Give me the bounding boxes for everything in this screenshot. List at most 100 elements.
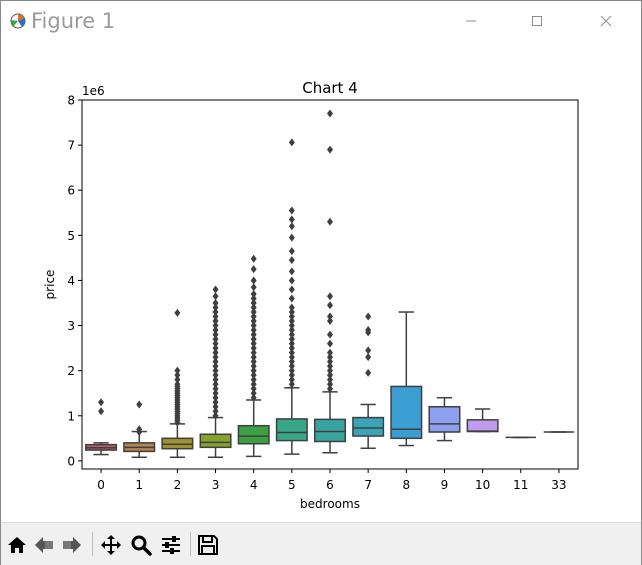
y-tick-label: 6 (67, 184, 75, 198)
outlier-point (212, 298, 219, 307)
figure-canvas[interactable]: Chart 4 1e6 price bedrooms 0 1 2 3 4 5 6 7 8 0 1 2 3… (1, 41, 641, 521)
outlier-point (250, 371, 257, 380)
outlier-point (365, 312, 372, 321)
outlier-point (288, 357, 295, 366)
outlier-point (212, 353, 219, 362)
outlier-point (212, 402, 219, 411)
close-button[interactable] (591, 9, 621, 35)
outlier-point (327, 371, 333, 380)
x-tick-label: 8 (402, 478, 410, 492)
outlier-point (327, 339, 333, 348)
outlier-point (327, 217, 333, 226)
x-tick-label: 5 (288, 478, 296, 492)
y-tick-label: 4 (67, 274, 75, 288)
outlier-point (212, 380, 219, 389)
outlier-point (365, 326, 372, 335)
x-tick-label: 1 (135, 478, 143, 492)
outlier-point (327, 109, 333, 118)
configure-subplots-button[interactable] (159, 533, 183, 557)
box-4 (237, 254, 270, 458)
outlier-point (327, 366, 333, 375)
outlier-point (212, 292, 219, 301)
close-icon (600, 15, 612, 27)
zoom-button[interactable] (129, 533, 153, 557)
maximize-button[interactable] (522, 9, 552, 35)
outlier-point (365, 353, 372, 362)
outlier-point (212, 393, 219, 402)
minimize-button[interactable] (456, 9, 486, 35)
back-button[interactable] (32, 533, 56, 557)
y-tick-label: 1 (67, 409, 75, 423)
x-tick-label: 7 (364, 478, 372, 492)
matplotlib-app-icon (10, 13, 26, 29)
outlier-point (174, 371, 181, 380)
home-button[interactable] (5, 533, 29, 557)
outlier-point (250, 308, 257, 317)
outlier-point (136, 400, 143, 409)
outlier-point (212, 321, 219, 330)
outlier-point (212, 362, 219, 371)
home-icon (8, 537, 26, 553)
title-bar[interactable]: Figure 1 (1, 1, 641, 41)
outlier-point (288, 317, 295, 326)
outlier-point (327, 145, 333, 154)
save-icon (198, 535, 218, 555)
outlier-point (288, 371, 295, 380)
outlier-point (212, 366, 219, 375)
box-9 (428, 396, 461, 442)
box-8 (390, 311, 423, 447)
outlier-point (212, 375, 219, 384)
outlier-point (212, 344, 219, 353)
outlier-point (250, 312, 257, 321)
y-tick-label: 0 (67, 454, 75, 468)
outlier-point (212, 348, 219, 357)
outlier-point (288, 233, 295, 242)
outlier-point (250, 303, 257, 312)
outlier-point (212, 339, 219, 348)
x-tick-label: 2 (174, 478, 182, 492)
y-tick-label: 8 (67, 94, 75, 108)
box-plot-chart: Chart 4 1e6 price bedrooms 0 1 2 3 4 5 6 7 8 0 1 2 3… (43, 79, 579, 511)
outlier-point (288, 380, 295, 389)
outlier-point (212, 411, 219, 420)
box-1 (123, 400, 156, 459)
outlier-point (327, 357, 333, 366)
maximize-icon (532, 16, 542, 26)
y-tick-label: 5 (67, 229, 75, 243)
toolbar-separator (92, 532, 93, 556)
outlier-point (212, 303, 219, 312)
x-tick-label: 4 (250, 478, 258, 492)
outlier-point (250, 326, 257, 335)
outlier-point (174, 375, 181, 384)
outlier-point (288, 326, 295, 335)
pan-button[interactable] (99, 533, 123, 557)
outlier-point (250, 339, 257, 348)
outlier-point (174, 366, 181, 375)
outlier-point (288, 330, 295, 339)
outlier-point (250, 344, 257, 353)
outlier-point (288, 353, 295, 362)
outlier-point (327, 380, 333, 389)
outlier-point (288, 362, 295, 371)
outlier-point (288, 215, 295, 224)
outlier-point (212, 371, 219, 380)
box-3 (199, 285, 232, 459)
outlier-point (250, 348, 257, 357)
outlier-point (250, 335, 257, 344)
y-tick-label: 3 (67, 319, 75, 333)
forward-button[interactable] (60, 533, 84, 557)
outlier-point (250, 357, 257, 366)
outlier-point (212, 308, 219, 317)
outlier-point (250, 380, 257, 389)
outlier-point (288, 303, 295, 312)
back-arrow-icon (35, 537, 53, 553)
outlier-point (288, 256, 295, 265)
outlier-point (212, 389, 219, 398)
save-button[interactable] (196, 533, 220, 557)
outlier-point (327, 292, 333, 301)
box-body (390, 385, 423, 440)
outlier-point (212, 398, 219, 407)
outlier-point (288, 308, 295, 317)
box-5 (275, 138, 308, 455)
